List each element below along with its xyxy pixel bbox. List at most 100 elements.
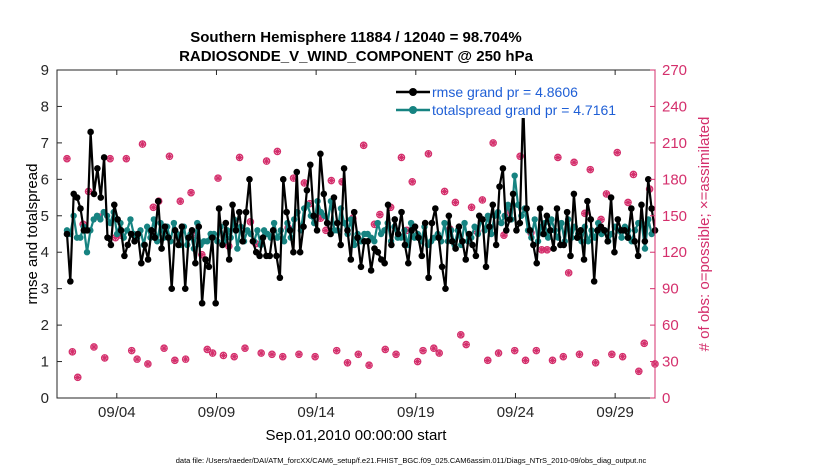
- rmse-point: [469, 241, 476, 249]
- rmse-point: [513, 227, 520, 234]
- rmse-point: [601, 227, 608, 234]
- rmse-point: [327, 230, 334, 238]
- x-tick-label: 09/19: [397, 404, 435, 421]
- obs-assimilated-marker: [570, 159, 578, 166]
- obs-assimilated-marker: [603, 190, 610, 198]
- totalspread-point: [471, 223, 478, 230]
- obs-assimilated-marker: [576, 351, 583, 358]
- rmse-point: [381, 259, 388, 267]
- rmse-point: [198, 299, 206, 307]
- totalspread-point: [234, 245, 241, 252]
- obs-assimilated-marker: [150, 204, 157, 211]
- totalspread-point: [511, 172, 518, 179]
- obs-assimilated-marker: [624, 199, 632, 206]
- rmse-series: [63, 99, 659, 307]
- rmse-point: [611, 248, 618, 256]
- obs-assimilated-marker: [392, 351, 400, 358]
- obs-assimilated-marker: [419, 347, 427, 354]
- rmse-point: [334, 219, 341, 227]
- obs-assimilated-marker: [376, 211, 384, 218]
- legend-rmse-marker: [409, 88, 417, 96]
- rmse-point: [94, 165, 101, 172]
- obs-assimilated-marker: [187, 189, 195, 196]
- rmse-point: [428, 219, 436, 227]
- rmse-point: [404, 259, 412, 267]
- rmse-point: [310, 212, 317, 220]
- obs-assimilated-marker: [371, 221, 378, 228]
- obs-assimilated-marker: [619, 353, 626, 360]
- rmse-point: [546, 227, 554, 234]
- rmse-point: [411, 223, 419, 231]
- obs-assimilated-marker: [322, 227, 330, 234]
- rmse-point: [330, 194, 338, 201]
- obs-assimilated-marker: [63, 155, 71, 162]
- rmse-point: [161, 223, 169, 231]
- obs-assimilated-marker: [635, 368, 643, 375]
- obs-assimilated-marker: [387, 204, 394, 211]
- y-right-tick-label: 30: [662, 354, 679, 371]
- rmse-point: [242, 208, 250, 216]
- rmse-point: [77, 205, 84, 212]
- rmse-point: [259, 234, 267, 241]
- rmse-point: [421, 219, 429, 227]
- rmse-point: [553, 205, 561, 212]
- rmse-point: [462, 256, 470, 263]
- obs-assimilated-marker: [106, 155, 114, 162]
- obs-assimilated-marker: [328, 177, 335, 184]
- rmse-point: [127, 230, 135, 238]
- rmse-point: [175, 241, 182, 249]
- obs-assimilated-marker: [581, 210, 589, 217]
- obs-assimilated-marker: [365, 362, 373, 369]
- rmse-point: [131, 237, 138, 245]
- chart-subtitle: RADIOSONDE_V_WIND_COMPONENT @ 250 hPa: [179, 48, 534, 65]
- obs-assimilated-marker: [533, 347, 540, 354]
- rmse-point: [188, 227, 196, 234]
- obs-assimilated-marker: [522, 357, 529, 364]
- rmse-point: [293, 168, 301, 176]
- obs-assimilated-marker: [597, 216, 605, 223]
- legend-spread-marker: [409, 106, 417, 114]
- rmse-point: [279, 176, 287, 183]
- rmse-point: [269, 227, 277, 234]
- obs-assimilated-marker: [220, 352, 227, 359]
- rmse-point: [540, 230, 547, 238]
- y-right-tick-label: 210: [662, 135, 687, 152]
- rmse-point: [117, 227, 125, 234]
- data-file-footnote: data file: /Users/raeder/DAI/ATM_forcXX/…: [176, 456, 647, 465]
- obs-assimilated-marker: [257, 349, 265, 357]
- x-tick-label: 09/04: [98, 404, 136, 421]
- rmse-point: [533, 259, 541, 267]
- totalspread-point: [274, 234, 281, 241]
- rmse-point: [516, 219, 524, 227]
- obs-assimilated-marker: [177, 198, 184, 205]
- obs-assimilated-marker: [543, 246, 551, 253]
- legend-spread-label: totalspread grand pr = 4.7161: [432, 102, 616, 118]
- obs-assimilated-marker: [479, 196, 486, 204]
- rmse-point: [448, 237, 456, 245]
- totalspread-point: [170, 219, 178, 227]
- totalspread-point: [270, 219, 278, 227]
- rmse-point: [73, 194, 81, 201]
- rmse-point: [587, 216, 595, 223]
- rmse-point: [296, 248, 304, 256]
- rmse-point: [384, 201, 392, 209]
- rmse-point: [489, 201, 497, 209]
- rmse-point: [195, 223, 203, 231]
- rmse-point: [391, 216, 399, 223]
- rmse-point: [87, 128, 94, 136]
- totalspread-point: [143, 223, 151, 230]
- rmse-point: [573, 234, 581, 241]
- obs-assimilated-marker: [90, 343, 98, 351]
- obs-assimilated-marker: [436, 349, 443, 357]
- y-axis-label-right: # of obs: o=possible; ×=assimilated: [696, 117, 713, 352]
- totalspread-point: [641, 245, 649, 252]
- rmse-point: [67, 278, 74, 285]
- totalspread-point: [441, 219, 448, 227]
- rmse-point: [320, 190, 328, 198]
- rmse-point: [300, 223, 307, 231]
- obs-assimilated-marker: [123, 155, 130, 162]
- y-right-tick-label: 60: [662, 317, 679, 334]
- totalspread-point: [584, 238, 592, 245]
- y-right-tick-label: 120: [662, 244, 687, 261]
- obs-assimilated-marker: [128, 347, 135, 354]
